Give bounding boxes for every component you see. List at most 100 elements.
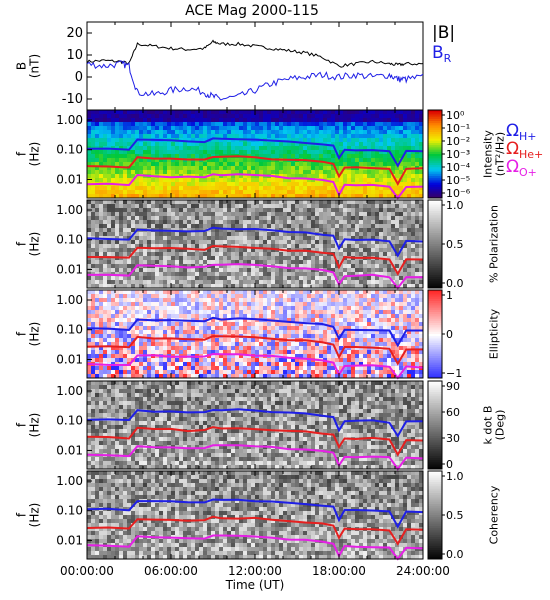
y-tick-label: 0.10 — [56, 233, 83, 247]
y-tick-label: 20 — [66, 26, 83, 41]
y-axis-label-line: (Hz) — [28, 142, 42, 167]
legend-subscript: H+ — [519, 130, 537, 143]
colorbar-label: Coherency — [488, 485, 501, 544]
gyrofrequency-line-H — [86, 226, 424, 258]
y-tick-label: 0.01 — [56, 262, 83, 276]
y-axis-label-line: B — [15, 62, 29, 70]
gyrofrequency-line-He — [86, 515, 424, 546]
y-axis-label-line: f — [15, 512, 29, 517]
colorbar-tick-label: 0.0 — [446, 548, 464, 561]
colorbar-label: % Polarization — [488, 205, 501, 283]
gyrofrequency-line-H — [86, 498, 424, 529]
gyrofrequency-line-O — [86, 352, 424, 380]
y-tick-label: 0.10 — [56, 323, 83, 337]
y-axis-label-line: (Hz) — [28, 413, 42, 438]
y-axis-label: f (Hz) — [15, 322, 42, 347]
y-tick-label: 1.00 — [56, 384, 83, 398]
colorbar-tick-label: 1 — [446, 289, 453, 302]
legend-subscript: O+ — [519, 166, 537, 179]
colorbar-4 — [428, 381, 442, 470]
gyrofrequency-line-O — [86, 263, 424, 290]
colorbar-tick-label: 60 — [446, 406, 460, 419]
y-axis-label-line: (Hz) — [28, 503, 42, 528]
gyrofrequency-line-H — [86, 137, 424, 168]
x-tick-label: 00:00:00 — [60, 564, 114, 578]
y-axis-label-line: f — [15, 151, 29, 156]
y-axis-label-line: (Hz) — [28, 322, 42, 347]
colorbar-tick-label: 10⁰ — [446, 109, 465, 122]
colorbar-tick-label: 30 — [446, 432, 460, 445]
legend-magnitude: |B| — [432, 23, 455, 43]
y-tick-label: 0 — [75, 70, 83, 85]
legend-radial: BR — [432, 43, 452, 65]
y-tick-label: 0.10 — [56, 504, 83, 518]
y-tick-label: 1.00 — [56, 474, 83, 488]
colorbar-tick-label: 10⁻⁶ — [446, 187, 471, 200]
gyrofrequency-line-He — [86, 335, 424, 366]
y-tick-label: 0.01 — [56, 172, 83, 186]
y-axis-label-line: f — [15, 422, 29, 427]
colorbar-tick-label: 0 — [446, 458, 453, 471]
y-tick-label: -10 — [62, 92, 83, 107]
y-axis-label: f (Hz) — [15, 503, 42, 528]
gyrofrequency-line-O — [86, 534, 424, 561]
y-tick-label: 1.00 — [56, 203, 83, 217]
x-tick-label: 06:00:00 — [144, 564, 198, 578]
x-tick-label: 12:00:00 — [228, 564, 282, 578]
x-tick-label: 24:00:00 — [396, 564, 450, 578]
gyrofrequency-line-H — [86, 408, 424, 438]
colorbar-label: k dot B (Deg) — [482, 406, 507, 445]
colorbar-label: Ellipticity — [488, 308, 501, 359]
gyrofrequency-line-O — [86, 444, 424, 471]
y-axis-label-line: f — [15, 331, 29, 336]
y-tick-label: 0.01 — [56, 352, 83, 366]
gyrofrequency-line-He — [86, 155, 424, 186]
y-tick-label: 10 — [66, 48, 83, 63]
y-axis-label: f (Hz) — [15, 413, 42, 438]
colorbar-label-line: Coherency — [488, 485, 501, 544]
colorbar-5 — [428, 471, 442, 560]
colorbar-2 — [428, 200, 442, 289]
colorbar-1 — [428, 110, 442, 199]
colorbar-label-line: Ellipticity — [488, 308, 501, 359]
chart-title: ACE Mag 2000-115 — [185, 3, 319, 19]
colorbar-label-line: k dot B — [482, 406, 495, 445]
colorbar-label-line: % Polarization — [488, 205, 501, 283]
y-tick-label: 0.01 — [56, 533, 83, 547]
colorbar-tick-label: 10⁻³ — [446, 148, 470, 161]
x-axis-label: Time (UT) — [225, 578, 285, 592]
y-tick-label: 1.00 — [56, 113, 83, 127]
colorbar-tick-label: −1 — [446, 367, 462, 380]
colorbar-label-line: Intensity — [482, 130, 495, 178]
colorbar-tick-label: 10⁻⁴ — [446, 161, 471, 174]
legend-subscript: R — [444, 52, 452, 65]
x-tick-label: 18:00:00 — [312, 564, 366, 578]
y-axis-label-line: f — [15, 241, 29, 246]
plot-frame — [86, 21, 424, 111]
colorbar-tick-label: 10⁻⁵ — [446, 174, 470, 187]
colorbar-tick-label: 0.5 — [446, 238, 464, 251]
colorbar-3 — [428, 290, 442, 379]
colorbar-tick-label: 0.0 — [446, 277, 464, 290]
y-tick-label: 1.00 — [56, 293, 83, 307]
y-axis-label-line: (Hz) — [28, 232, 42, 257]
colorbar-label: Intensity (nT²/Hz) — [482, 130, 507, 178]
colorbar-tick-label: 1.0 — [446, 199, 464, 212]
colorbar-tick-label: 10⁻² — [446, 135, 470, 148]
spectrogram-1 — [87, 110, 424, 199]
colorbar-tick-label: 0.5 — [446, 509, 464, 522]
spectrogram-3 — [87, 290, 424, 379]
colorbar-frame — [427, 380, 443, 470]
gyrofrequency-line-O — [86, 173, 424, 200]
colorbar-label-line: (nT²/Hz) — [494, 132, 507, 176]
y-tick-label: 0.10 — [56, 414, 83, 428]
colorbar-label-line: (Deg) — [494, 410, 507, 441]
gyrofrequency-line-H — [86, 316, 423, 348]
gyrofrequency-line-He — [86, 244, 424, 276]
y-axis-label: B (nT) — [15, 54, 42, 78]
colorbar-tick-label: 0 — [446, 328, 453, 341]
legend-subscript: He+ — [519, 148, 543, 161]
spectrogram-5 — [87, 471, 424, 560]
